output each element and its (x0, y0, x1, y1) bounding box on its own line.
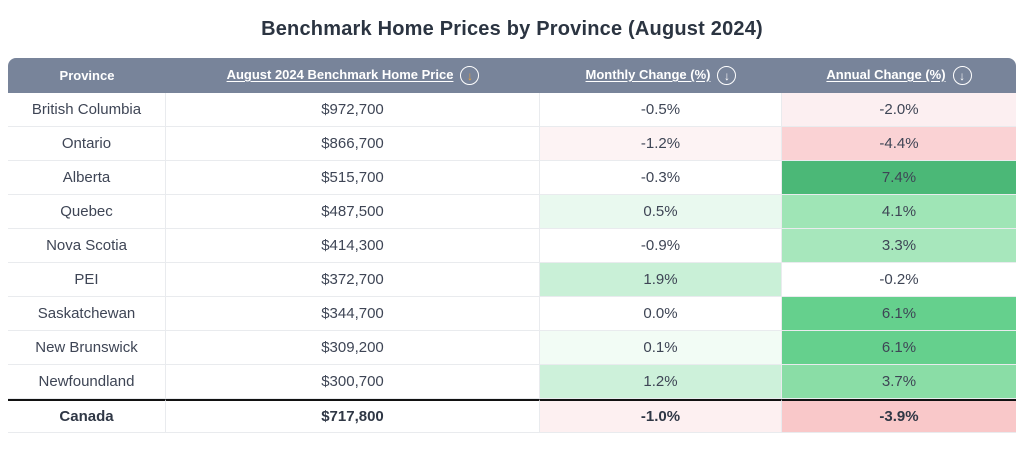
cell-annual-change: 6.1% (782, 331, 1016, 365)
cell-price: $414,300 (166, 229, 540, 263)
cell-monthly-change: -1.2% (540, 127, 782, 161)
cell-price: $717,800 (166, 399, 540, 433)
page-title: Benchmark Home Prices by Province (Augus… (261, 18, 763, 40)
table-row: Nova Scotia $414,300 -0.9% 3.3% (8, 229, 1016, 263)
table-row: Ontario $866,700 -1.2% -4.4% (8, 127, 1016, 161)
cell-price: $372,700 (166, 263, 540, 297)
cell-province: Nova Scotia (8, 229, 166, 263)
cell-monthly-change: 1.2% (540, 365, 782, 399)
table-row: New Brunswick $309,200 0.1% 6.1% (8, 331, 1016, 365)
table-row: British Columbia $972,700 -0.5% -2.0% (8, 93, 1016, 127)
cell-price: $309,200 (166, 331, 540, 365)
cell-province: Newfoundland (8, 365, 166, 399)
table-row: PEI $372,700 1.9% -0.2% (8, 263, 1016, 297)
col-header-province: Province (8, 58, 166, 93)
table-row: Alberta $515,700 -0.3% 7.4% (8, 161, 1016, 195)
cell-monthly-change: 1.9% (540, 263, 782, 297)
cell-price: $300,700 (166, 365, 540, 399)
cell-monthly-change: 0.5% (540, 195, 782, 229)
cell-province: Ontario (8, 127, 166, 161)
header-row: Province August 2024 Benchmark Home Pric… (8, 58, 1016, 93)
cell-province: Canada (8, 399, 166, 433)
cell-price: $866,700 (166, 127, 540, 161)
col-header-monthly-sort[interactable]: Monthly Change (%) ↓ (540, 58, 782, 93)
cell-province: Alberta (8, 161, 166, 195)
cell-price: $515,700 (166, 161, 540, 195)
col-header-province-label: Province (59, 68, 115, 83)
cell-annual-change: -0.2% (782, 263, 1016, 297)
sort-down-arrow-icon: ↓ (717, 66, 737, 85)
cell-province: Saskatchewan (8, 297, 166, 331)
cell-monthly-change: -0.5% (540, 93, 782, 127)
col-header-annual-sort[interactable]: Annual Change (%) ↓ (782, 58, 1016, 93)
col-header-monthly-label: Monthly Change (%) (585, 66, 711, 82)
cell-annual-change: 3.3% (782, 229, 1016, 263)
cell-province: New Brunswick (8, 331, 166, 365)
cell-annual-change: -2.0% (782, 93, 1016, 127)
cell-annual-change: -3.9% (782, 399, 1016, 433)
cell-monthly-change: -1.0% (540, 399, 782, 433)
cell-annual-change: 3.7% (782, 365, 1016, 399)
benchmark-price-table: Province August 2024 Benchmark Home Pric… (8, 58, 1016, 433)
cell-province: PEI (8, 263, 166, 297)
cell-annual-change: 6.1% (782, 297, 1016, 331)
cell-monthly-change: -0.3% (540, 161, 782, 195)
col-header-annual-label: Annual Change (%) (826, 66, 946, 82)
sort-down-arrow-icon: ↓ (952, 66, 972, 85)
table-row: Saskatchewan $344,700 0.0% 6.1% (8, 297, 1016, 331)
cell-annual-change: -4.4% (782, 127, 1016, 161)
table-row: Newfoundland $300,700 1.2% 3.7% (8, 365, 1016, 399)
cell-price: $972,700 (166, 93, 540, 127)
cell-annual-change: 7.4% (782, 161, 1016, 195)
col-header-price-label: August 2024 Benchmark Home Price (226, 66, 454, 82)
cell-province: British Columbia (8, 93, 166, 127)
sort-down-arrow-icon: ↓ (460, 66, 480, 85)
cell-annual-change: 4.1% (782, 195, 1016, 229)
cell-province: Quebec (8, 195, 166, 229)
col-header-price-sort[interactable]: August 2024 Benchmark Home Price ↓ (166, 58, 540, 93)
table-row: Quebec $487,500 0.5% 4.1% (8, 195, 1016, 229)
cell-price: $344,700 (166, 297, 540, 331)
cell-monthly-change: 0.1% (540, 331, 782, 365)
table-row-canada-total: Canada $717,800 -1.0% -3.9% (8, 399, 1016, 433)
cell-monthly-change: 0.0% (540, 297, 782, 331)
cell-monthly-change: -0.9% (540, 229, 782, 263)
cell-price: $487,500 (166, 195, 540, 229)
